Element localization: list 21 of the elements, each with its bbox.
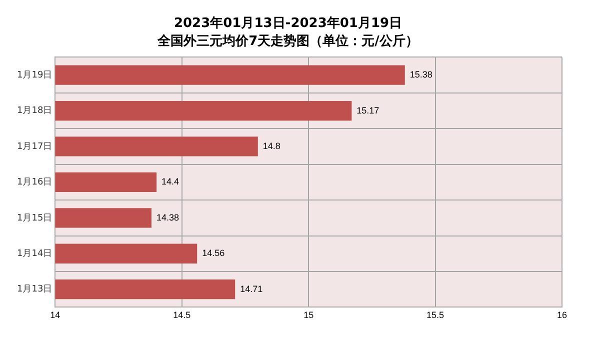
data-label: 15.38 — [410, 70, 432, 80]
x-tick-label: 15.5 — [426, 310, 444, 320]
data-label: 14.4 — [162, 176, 180, 187]
chart-subtitle: 全国外三元均价7天走势图（单位：元/公斤） — [156, 32, 418, 49]
x-tick-label: 15 — [304, 310, 314, 320]
x-tick-label: 16 — [556, 310, 568, 320]
chart-title: 2023年01月13日-2023年01月19日 — [174, 16, 402, 32]
y-tick-label: 1月16日 — [16, 178, 52, 188]
y-tick-label: 1月13日 — [16, 284, 52, 295]
y-tick-label: 1月18日 — [16, 106, 52, 116]
y-tick-label: 1月15日 — [16, 213, 52, 224]
data-label: 14.56 — [202, 248, 225, 258]
x-tick-label: 14.5 — [173, 310, 191, 320]
data-label: 14.71 — [240, 284, 263, 294]
y-tick-label: 1月17日 — [16, 142, 52, 152]
data-label: 14.8 — [262, 140, 280, 151]
y-tick-label: 1月14日 — [16, 248, 52, 259]
x-tick-label: 14 — [50, 310, 60, 320]
y-tick-label: 1月19日 — [16, 70, 52, 80]
data-label: 15.17 — [356, 105, 380, 116]
data-label: 14.38 — [156, 212, 180, 222]
